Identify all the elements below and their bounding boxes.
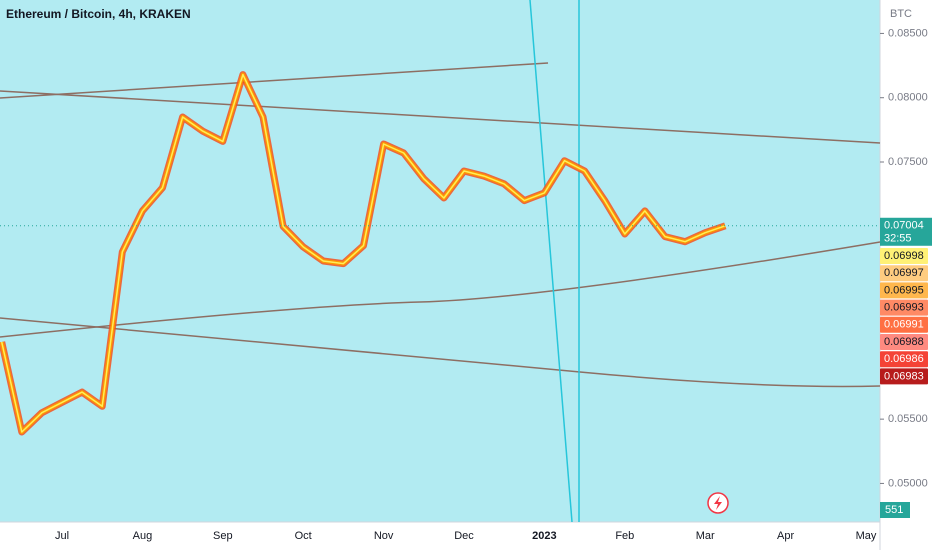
volume-label: 551 (885, 504, 903, 516)
price-label: 0.06993 (884, 302, 924, 314)
y-tick-label: 0.08500 (888, 27, 928, 39)
trend-line (0, 62, 549, 99)
price-label-box (880, 351, 928, 368)
x-tick-label: Apr (777, 530, 794, 542)
x-tick-label: May (856, 530, 877, 542)
price-label-box (880, 334, 928, 350)
x-tick-label: Nov (374, 530, 394, 542)
y-tick-label: 0.05000 (888, 477, 928, 489)
current-price-box (880, 217, 932, 246)
price-label: 0.06986 (884, 353, 924, 365)
x-tick-label: 2023 (532, 530, 556, 542)
x-tick-label: Jul (55, 530, 69, 542)
x-tick-label: Oct (295, 530, 312, 542)
y-tick-label: 0.08000 (888, 92, 928, 104)
trend-line (0, 90, 881, 144)
y-tick-label: 0.07500 (888, 156, 928, 168)
event-icon-bolt (714, 496, 722, 510)
x-tick-label: Aug (133, 530, 153, 542)
price-label-box (880, 368, 928, 385)
price-label-box (880, 248, 928, 264)
trend-lines (0, 62, 881, 388)
price-label: 0.06995 (884, 284, 924, 296)
price-label-box (880, 299, 928, 316)
countdown: 32:55 (884, 233, 912, 245)
current-price-label: 0.07004 (884, 220, 924, 232)
chart-title: Ethereum / Bitcoin, 4h, KRAKEN (6, 7, 191, 21)
plot-background (0, 0, 880, 522)
price-label: 0.06988 (884, 336, 924, 348)
y-tick-label: 0.05500 (888, 413, 928, 425)
price-label-box (880, 316, 928, 333)
price-label-box (880, 282, 928, 299)
x-tick-label: Sep (213, 530, 233, 542)
price-label: 0.06991 (884, 319, 924, 331)
time-axis (0, 522, 880, 550)
price-label-box (880, 265, 928, 282)
x-tick-label: Dec (454, 530, 474, 542)
cyan-line (529, 0, 573, 523)
price-line-highlight (0, 73, 726, 433)
price-label: 0.06997 (884, 267, 924, 279)
x-tick-label: Mar (696, 530, 715, 542)
x-tick-label: Feb (615, 530, 634, 542)
trend-line (0, 241, 881, 338)
price-label: 0.06998 (884, 250, 924, 262)
axis-unit: BTC (890, 8, 912, 20)
trend-line (0, 317, 881, 388)
volume-box (880, 502, 910, 518)
price-label: 0.06983 (884, 370, 924, 382)
